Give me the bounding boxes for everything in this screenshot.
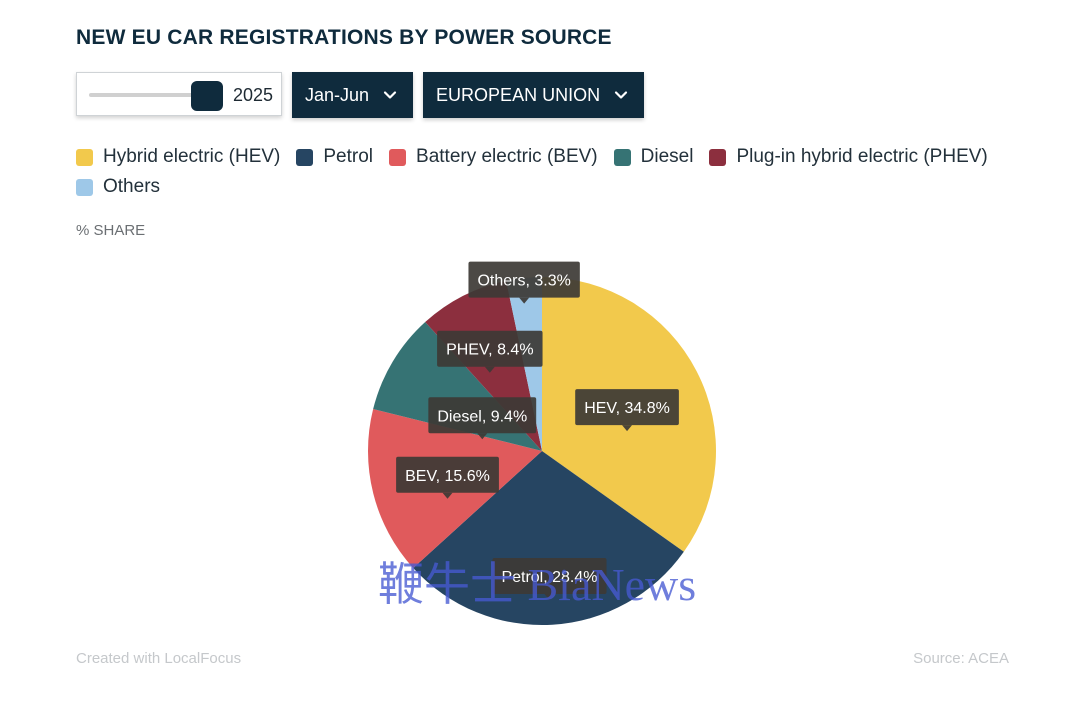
credit-link[interactable]: Created with LocalFocus: [76, 650, 242, 667]
data-label-phev: PHEV, 8.4%: [437, 330, 543, 373]
legend-swatch: [613, 148, 631, 166]
legend-label: Hybrid electric (HEV): [103, 146, 281, 167]
unit-label: % SHARE: [76, 222, 146, 239]
source-note: Source: ACEA: [913, 650, 1009, 667]
legend-label: Diesel: [640, 146, 694, 167]
region-dropdown[interactable]: EUROPEAN UNION: [423, 72, 645, 118]
chart-title: NEW EU CAR REGISTRATIONS BY POWER SOURCE: [76, 26, 612, 49]
legend-swatch: [389, 148, 407, 166]
legend-label: Others: [103, 176, 161, 197]
watermark: 鞭牛士 BiaNews: [378, 559, 697, 610]
data-label-text: HEV, 34.8%: [584, 400, 670, 417]
year-value: 2025: [233, 85, 274, 105]
data-label-bev: BEV, 15.6%: [396, 456, 499, 499]
legend-item[interactable]: Petrol: [296, 146, 373, 168]
legend-swatch: [76, 148, 93, 166]
legend-item[interactable]: Others: [76, 176, 160, 198]
legend-swatch: [76, 178, 93, 196]
period-value: Jan-Jun: [305, 84, 370, 105]
legend-swatch: [296, 148, 314, 166]
legend-item[interactable]: Diesel: [613, 146, 694, 168]
legend-label: Plug-in hybrid electric (PHEV): [736, 146, 988, 167]
data-label-text: Diesel, 9.4%: [437, 408, 527, 425]
year-slider[interactable]: 2025: [76, 72, 282, 116]
data-label-text: Petrol, 28.4%: [501, 569, 597, 586]
legend-swatch: [709, 148, 727, 166]
filter-controls: 2025 Jan-Jun EUROPEAN UNION: [76, 72, 645, 118]
legend-item[interactable]: Battery electric (BEV): [389, 146, 598, 168]
year-slider-track[interactable]: [89, 93, 209, 97]
data-label-petrol: Petrol, 28.4%: [492, 558, 607, 601]
chart-legend: Hybrid electric (HEV) Petrol Battery elect…: [76, 146, 1016, 198]
legend-label: Petrol: [323, 146, 374, 167]
year-slider-handle[interactable]: [191, 81, 223, 111]
legend-label: Battery electric (BEV): [416, 146, 598, 167]
data-label-text: PHEV, 8.4%: [446, 342, 533, 359]
period-dropdown[interactable]: Jan-Jun: [292, 72, 414, 118]
legend-item[interactable]: Hybrid electric (HEV): [76, 146, 280, 168]
legend-item[interactable]: Plug-in hybrid electric (PHEV): [709, 146, 988, 168]
data-label-others: Others, 3.3%: [468, 261, 580, 304]
pie-slice-petrol[interactable]: [413, 451, 684, 626]
data-label-diesel: Diesel, 9.4%: [428, 397, 537, 440]
chevron-down-icon: [614, 91, 628, 99]
data-label-text: Others, 3.3%: [477, 273, 570, 290]
data-label-hev: HEV, 34.8%: [575, 389, 679, 432]
data-label-text: BEV, 15.6%: [405, 468, 490, 485]
region-value: EUROPEAN UNION: [436, 84, 601, 105]
chevron-down-icon: [383, 91, 397, 99]
